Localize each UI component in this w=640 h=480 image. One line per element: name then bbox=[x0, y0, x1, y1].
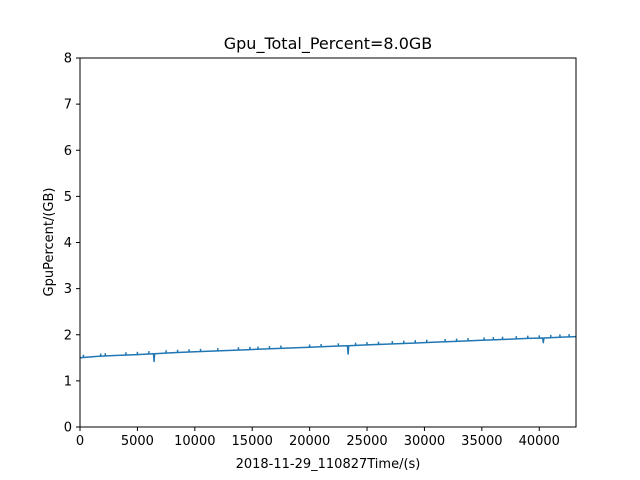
x-axis-label: 2018-11-29_110827Time/(s) bbox=[236, 457, 421, 472]
x-tick-label: 15000 bbox=[232, 434, 273, 449]
y-tick-label: 7 bbox=[64, 98, 72, 113]
x-tick-label: 40000 bbox=[519, 434, 560, 449]
y-tick-label: 2 bbox=[64, 328, 72, 343]
y-tick-label: 5 bbox=[64, 190, 72, 205]
x-tick-label: 20000 bbox=[289, 434, 330, 449]
y-tick-label: 1 bbox=[64, 374, 72, 389]
chart-title: Gpu_Total_Percent=8.0GB bbox=[224, 34, 433, 54]
plot-area: 0 5000 10000 15000 20000 25000 30000 35000 40000… bbox=[64, 52, 577, 449]
y-tick-label: 8 bbox=[64, 52, 72, 67]
x-tick-label: 10000 bbox=[174, 434, 215, 449]
x-tick-label: 25000 bbox=[346, 434, 387, 449]
x-tick-label: 35000 bbox=[461, 434, 502, 449]
y-tick-label: 0 bbox=[64, 421, 72, 436]
y-tick-label: 3 bbox=[64, 282, 72, 297]
x-tick-label: 0 bbox=[76, 434, 84, 449]
y-axis-label: GpuPercent/(GB) bbox=[42, 188, 57, 297]
x-tick-label: 5000 bbox=[121, 434, 154, 449]
x-tick-label: 30000 bbox=[404, 434, 445, 449]
y-tick-label: 4 bbox=[64, 236, 72, 251]
y-tick-label: 6 bbox=[64, 144, 72, 159]
